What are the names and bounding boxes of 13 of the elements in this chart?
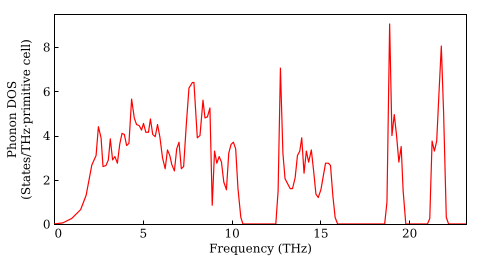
y-tick-label: 0	[42, 218, 50, 232]
x-axis-title: Frequency (THz)	[209, 242, 312, 256]
y-tick-label: 8	[42, 40, 50, 55]
x-tick-label: 5	[139, 226, 148, 240]
x-tick-label: 10	[224, 226, 240, 240]
y-tick-label: 6	[42, 84, 50, 99]
x-tick-label: 15	[313, 226, 329, 240]
y-axis-title: Phonon DOS (States/THz·primitive cell)	[4, 39, 33, 200]
y-tick-label: 4	[42, 129, 51, 144]
x-tick-label: 0	[54, 226, 62, 240]
line-series	[54, 23, 466, 224]
y-tick-label: 2	[42, 173, 50, 188]
x-tick-label: 20	[402, 226, 418, 240]
